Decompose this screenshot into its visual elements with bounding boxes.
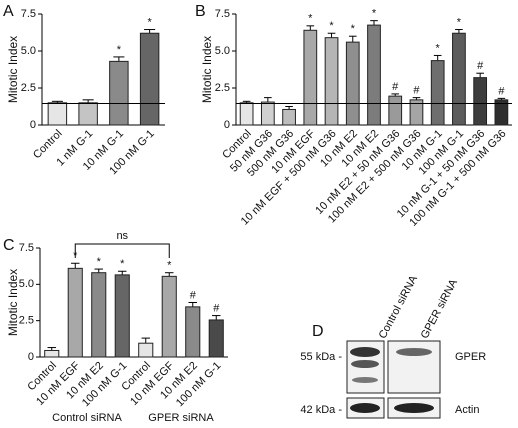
y-tick-label: 2.5 — [21, 82, 36, 94]
y-tick-label: 7.5 — [215, 8, 230, 20]
lane-label: GPER siRNA — [419, 277, 461, 341]
bar — [409, 99, 424, 126]
blot-panel: D Control siRNA GPER siRNA 55 kDa - 42 k… — [300, 273, 486, 419]
blot-band — [352, 377, 378, 383]
size-marker: 42 kDa - — [300, 404, 342, 416]
bar — [114, 274, 130, 358]
bar — [452, 32, 466, 126]
bar — [47, 102, 68, 126]
y-tick-label: 2.5 — [19, 315, 34, 327]
significance-marker: * — [372, 8, 377, 20]
y-axis-label: Mitotic Index — [6, 269, 20, 336]
lane-label: Control siRNA — [377, 273, 421, 341]
significance-marker: # — [190, 289, 197, 301]
significance-marker: * — [351, 23, 356, 35]
bar — [138, 342, 154, 358]
panel-letter: A — [3, 3, 14, 20]
bar — [239, 102, 254, 126]
bar — [282, 108, 296, 126]
blot-band — [394, 403, 434, 413]
bar — [44, 349, 60, 358]
bar — [367, 24, 381, 126]
blot-band — [396, 348, 432, 356]
significance-marker: # — [498, 85, 505, 97]
bracket-label: ns — [116, 230, 128, 242]
significance-marker: * — [329, 20, 334, 32]
y-tick-label: 5.0 — [21, 45, 36, 57]
significance-marker: * — [167, 260, 172, 272]
bar — [161, 275, 177, 358]
panel-letter: B — [195, 3, 206, 20]
y-tick-label: 0 — [30, 119, 36, 131]
blot-band — [350, 403, 380, 413]
y-tick-label: 5.0 — [215, 45, 230, 57]
y-tick-label: 7.5 — [21, 8, 36, 20]
blot-band — [351, 360, 379, 368]
band-label: GPER — [455, 351, 486, 363]
significance-marker: * — [147, 16, 152, 28]
bar — [345, 41, 360, 126]
bar — [303, 29, 318, 126]
significance-marker: * — [436, 42, 441, 54]
bar — [91, 272, 107, 358]
band-label: Actin — [455, 404, 479, 416]
y-tick-label: 5.0 — [19, 278, 34, 290]
y-tick-label: 0 — [28, 351, 34, 363]
bar — [494, 99, 509, 126]
bar — [473, 77, 488, 126]
y-tick-label: 7.5 — [19, 242, 34, 254]
y-axis-label: Mitotic Index — [200, 36, 214, 103]
bar — [139, 32, 160, 126]
bar — [430, 60, 445, 126]
blot-band — [350, 347, 380, 357]
panel-letter: D — [312, 323, 324, 340]
y-tick-label: 0 — [224, 119, 230, 131]
bar — [324, 37, 339, 126]
bar — [185, 306, 201, 358]
bar — [260, 101, 275, 126]
significance-marker: # — [413, 85, 420, 97]
significance-marker: * — [97, 256, 102, 268]
group-label: GPER siRNA — [148, 412, 214, 424]
significance-marker: * — [117, 44, 122, 56]
bracket — [74, 243, 170, 258]
significance-marker: * — [120, 258, 125, 270]
significance-marker: # — [392, 81, 399, 93]
bar — [109, 60, 129, 126]
y-axis-label: Mitotic Index — [6, 36, 20, 103]
group-label: Control siRNA — [52, 412, 122, 424]
significance-marker: * — [308, 13, 313, 25]
bar — [78, 102, 98, 126]
bar — [208, 319, 224, 358]
significance-marker: # — [477, 60, 484, 72]
y-tick-label: 2.5 — [215, 82, 230, 94]
size-marker: 55 kDa - — [300, 351, 342, 363]
bar — [67, 267, 83, 358]
bar — [388, 95, 403, 126]
significance-marker: # — [213, 302, 220, 314]
panel-letter: C — [3, 237, 15, 254]
significance-marker: * — [457, 16, 462, 28]
